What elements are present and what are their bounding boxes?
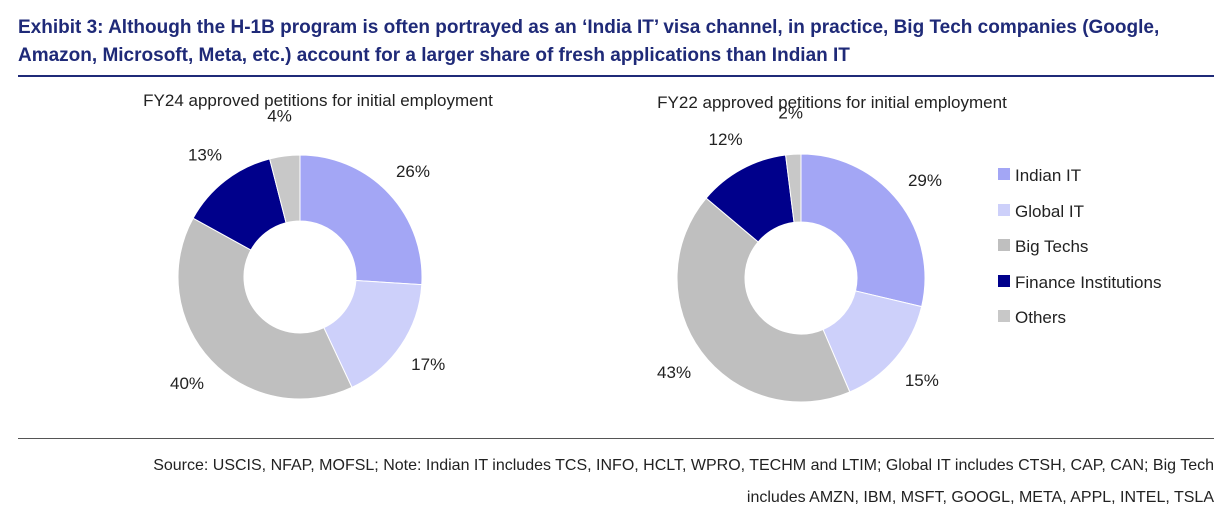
data-label: 26%	[396, 162, 430, 181]
legend-label: Others	[1015, 308, 1066, 327]
legend-item-big-techs: Big Techs	[998, 237, 1088, 256]
legend-item-others: Others	[998, 308, 1066, 327]
donut-chart-fy22: FY22 approved petitions for initial empl…	[657, 93, 1007, 403]
data-label: 43%	[657, 363, 691, 382]
legend-label: Finance Institutions	[1015, 273, 1161, 292]
donut-slice-others	[269, 154, 301, 224]
data-label: 17%	[411, 355, 445, 374]
donut-chart-fy24: FY24 approved petitions for initial empl…	[143, 91, 493, 400]
legend-label: Indian IT	[1015, 166, 1081, 185]
chart-title-fy24: FY24 approved petitions for initial empl…	[143, 91, 493, 110]
donut-slice-big-techs	[177, 217, 353, 400]
source-line-1: Source: USCIS, NFAP, MOFSL; Note: Indian…	[153, 457, 1214, 474]
data-label: 29%	[908, 171, 942, 190]
data-label: 12%	[709, 130, 743, 149]
legend-swatch	[998, 239, 1010, 251]
footer-divider	[18, 438, 1214, 439]
charts-canvas: FY24 approved petitions for initial empl…	[143, 91, 1161, 403]
data-label: 15%	[905, 371, 939, 390]
donut-slice-indian-it	[800, 153, 926, 308]
legend-swatch	[998, 204, 1010, 216]
legend-label: Global IT	[1015, 202, 1084, 221]
exhibit-title: Exhibit 3: Although the H-1B program is …	[18, 17, 1160, 66]
legend-label: Big Techs	[1015, 237, 1088, 256]
legend-item-indian-it: Indian IT	[998, 166, 1081, 185]
donut-slices-fy24	[177, 154, 423, 400]
legend-swatch	[998, 275, 1010, 287]
legend-item-global-it: Global IT	[998, 202, 1084, 221]
donut-slices-fy22	[676, 153, 926, 403]
data-label: 4%	[267, 106, 292, 125]
legend: Indian IT Global IT Big Techs Finance In…	[998, 166, 1161, 327]
donut-slice-indian-it	[299, 154, 423, 286]
data-label: 13%	[188, 146, 222, 165]
data-label: 40%	[170, 374, 204, 393]
donut-labels-fy24: 26% 17% 40% 13% 4%	[170, 106, 445, 393]
donut-slice-big-techs	[676, 197, 851, 403]
legend-swatch	[998, 168, 1010, 180]
source-note: Source: USCIS, NFAP, MOFSL; Note: Indian…	[24, 450, 1214, 514]
legend-swatch	[998, 310, 1010, 322]
donut-slice-global-it	[323, 279, 423, 389]
source-line-2: includes AMZN, IBM, MSFT, GOOGL, META, A…	[746, 489, 1214, 506]
title-divider	[18, 75, 1214, 77]
donut-slice-others	[785, 153, 802, 223]
chart-title-fy22: FY22 approved petitions for initial empl…	[657, 93, 1007, 112]
donut-labels-fy22: 29% 15% 43% 12% 2%	[657, 103, 942, 389]
data-label: 2%	[778, 103, 803, 122]
legend-item-finance-institutions: Finance Institutions	[998, 273, 1161, 292]
